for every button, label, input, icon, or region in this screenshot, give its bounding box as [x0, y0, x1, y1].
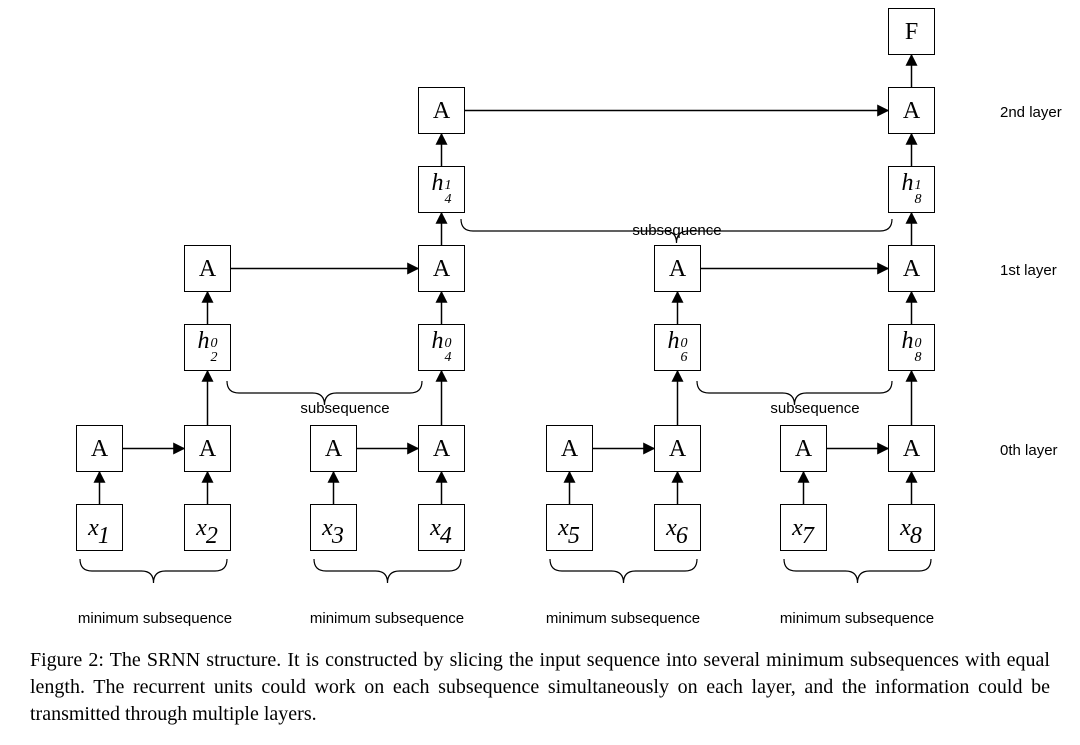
node-A0_c7: A	[780, 425, 827, 472]
node-h0_6: h06	[654, 324, 701, 371]
node-A1_c8: A	[888, 245, 935, 292]
node-h1_4: h14	[418, 166, 465, 213]
node-A0_c1: A	[76, 425, 123, 472]
brace-label-subseq-top: subsequence	[602, 222, 752, 239]
node-A2_c4: A	[418, 87, 465, 134]
node-x8: x8	[888, 504, 935, 551]
node-A0_c4: A	[418, 425, 465, 472]
node-h0_4: h04	[418, 324, 465, 371]
node-h1_8: h18	[888, 166, 935, 213]
node-h0_2: h02	[184, 324, 231, 371]
figure-caption: Figure 2: The SRNN structure. It is cons…	[30, 647, 1050, 728]
node-A0_c5: A	[546, 425, 593, 472]
brace-label-min4: minimum subsequence	[772, 610, 942, 627]
layer-label-0: 0th layer	[1000, 442, 1058, 459]
node-F: F	[888, 8, 935, 55]
node-A2_c8: A	[888, 87, 935, 134]
node-x5: x5	[546, 504, 593, 551]
layer-label-2: 2nd layer	[1000, 104, 1062, 121]
node-A0_c6: A	[654, 425, 701, 472]
node-A0_c8: A	[888, 425, 935, 472]
layer-label-1: 1st layer	[1000, 262, 1057, 279]
node-A1_c6: A	[654, 245, 701, 292]
node-h0_8: h08	[888, 324, 935, 371]
node-x2: x2	[184, 504, 231, 551]
brace-label-min3: minimum subsequence	[538, 610, 708, 627]
brace-label-subseq-midL: subsequence	[270, 400, 420, 417]
node-x6: x6	[654, 504, 701, 551]
brace-label-subseq-midR: subsequence	[740, 400, 890, 417]
node-A0_c3: A	[310, 425, 357, 472]
diagram-canvas: 2nd layer 1st layer 0th layer subsequenc…	[0, 0, 1080, 745]
node-x7: x7	[780, 504, 827, 551]
brace-label-min1: minimum subsequence	[70, 610, 240, 627]
node-A1_c2: A	[184, 245, 231, 292]
node-A1_c4: A	[418, 245, 465, 292]
brace-label-min2: minimum subsequence	[302, 610, 472, 627]
node-x1: x1	[76, 504, 123, 551]
node-x3: x3	[310, 504, 357, 551]
node-A0_c2: A	[184, 425, 231, 472]
node-x4: x4	[418, 504, 465, 551]
